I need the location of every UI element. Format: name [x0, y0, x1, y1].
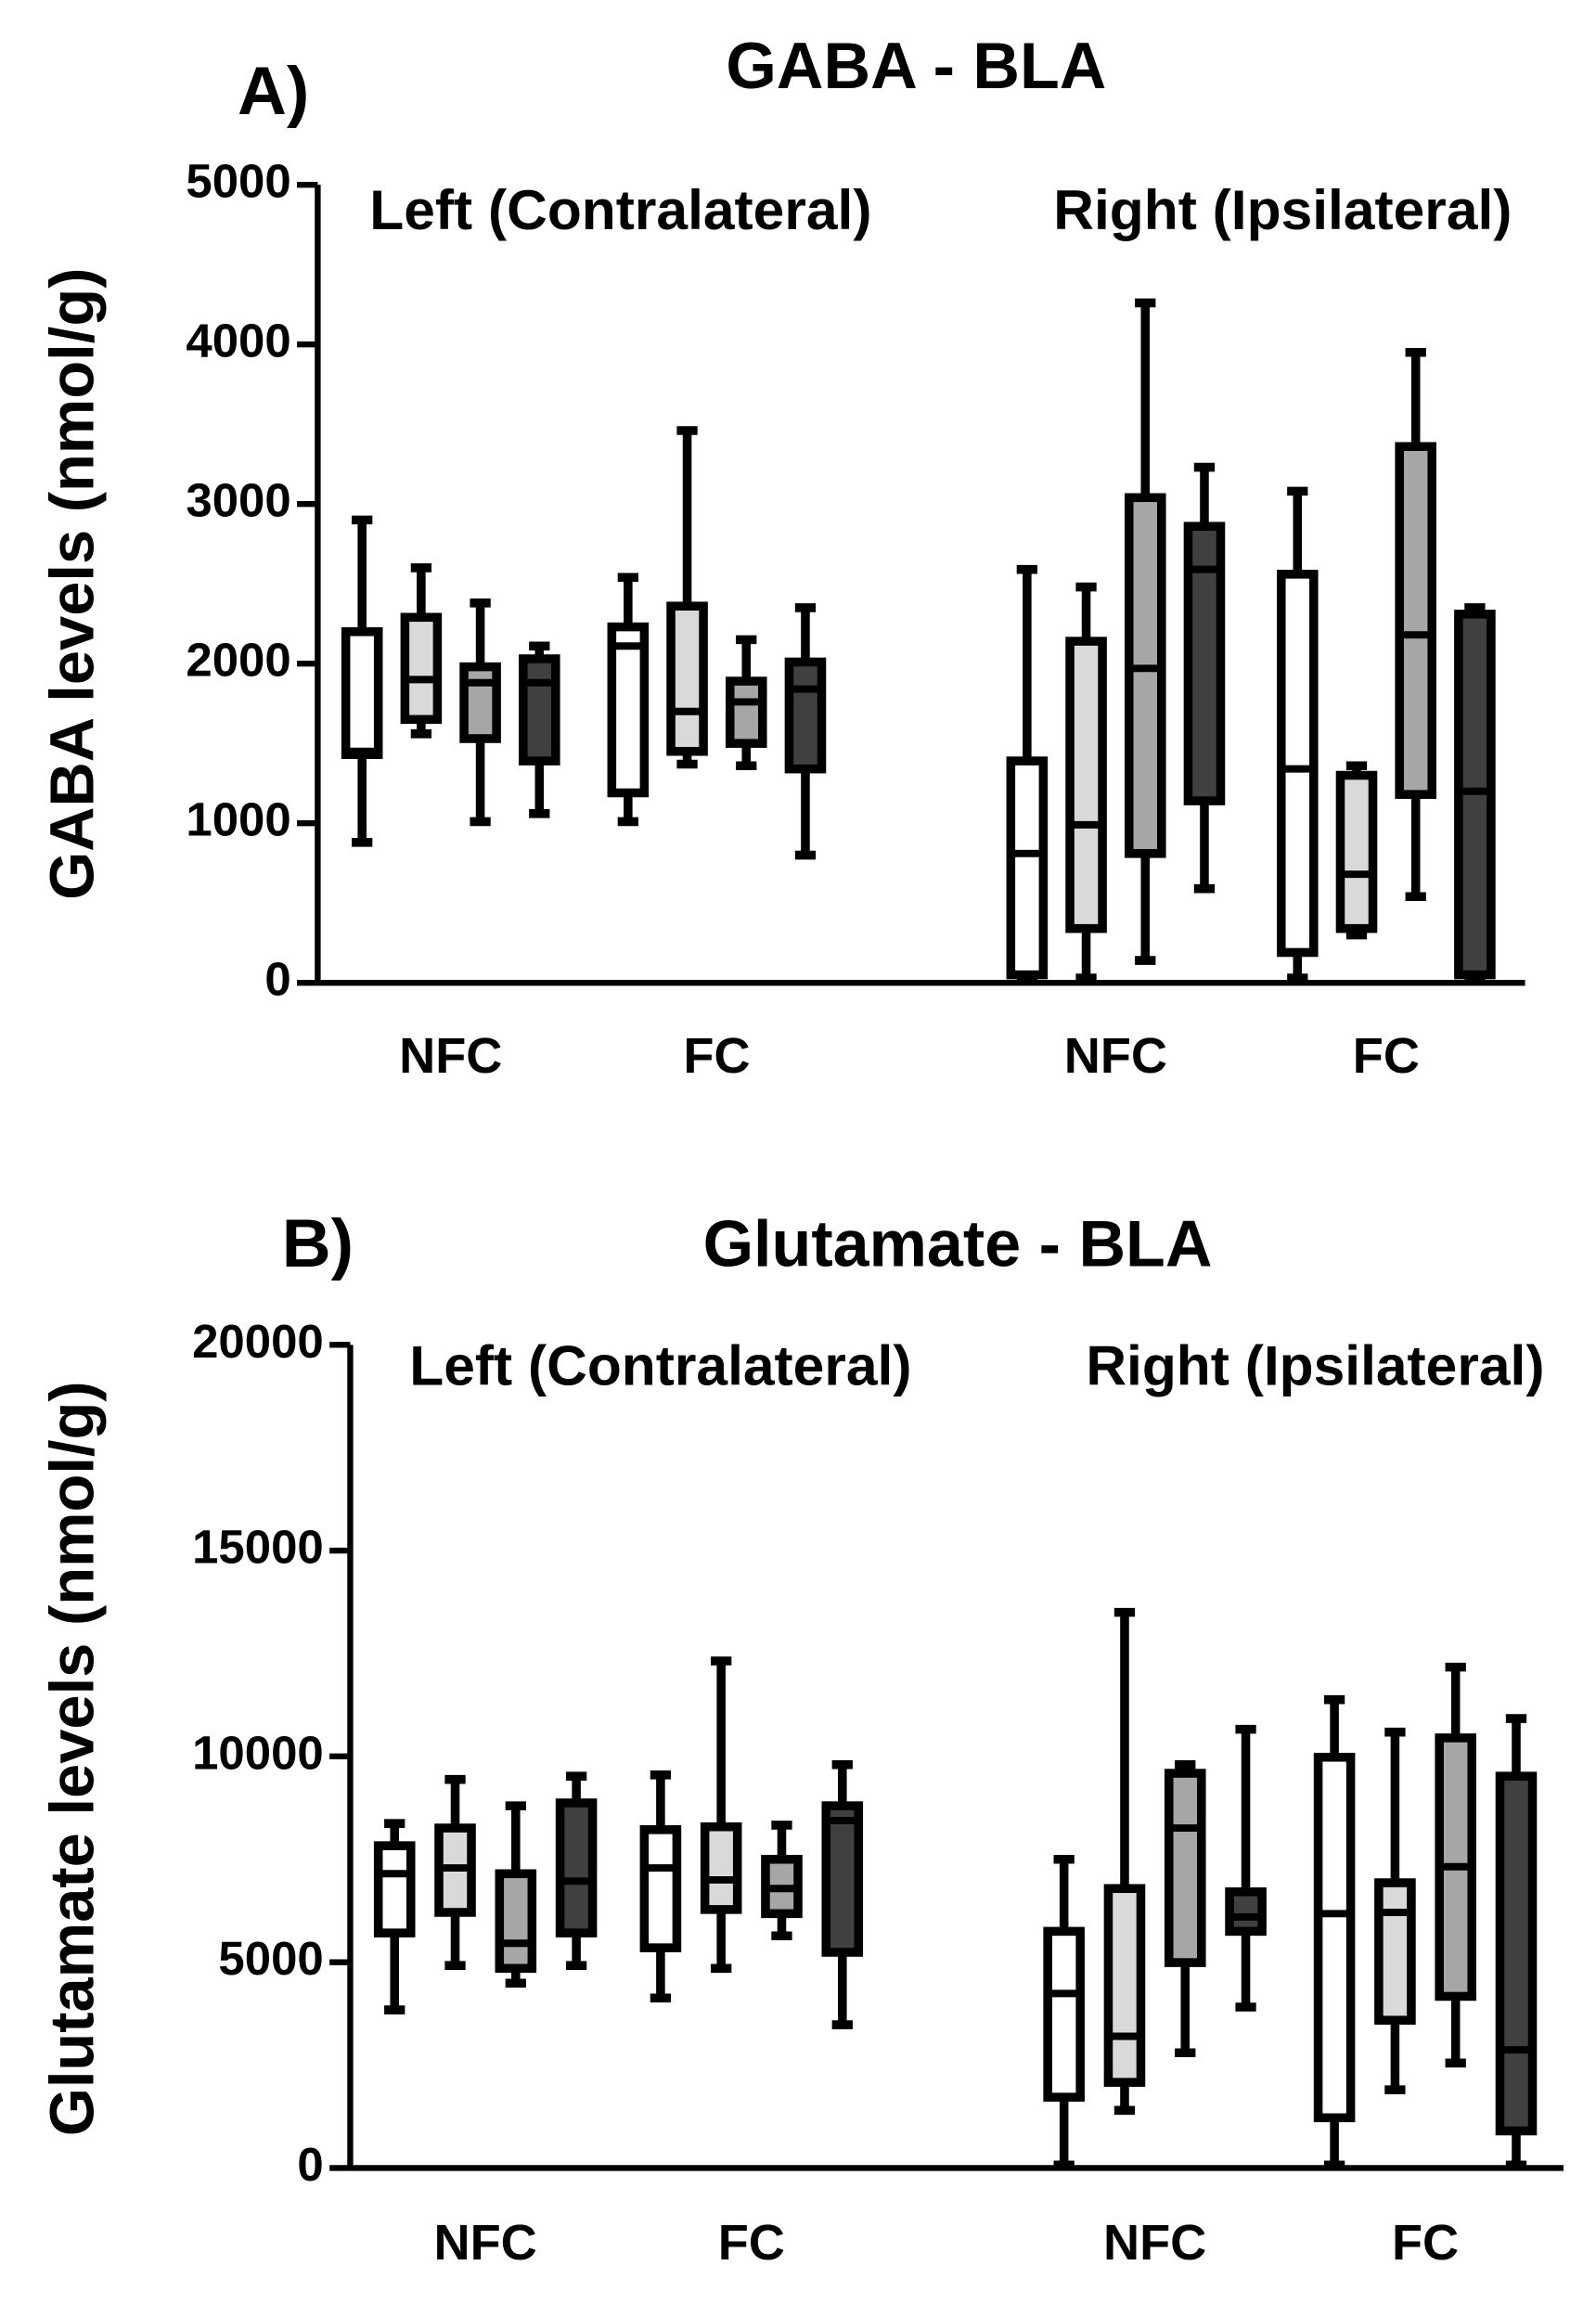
box [519, 654, 560, 766]
y-tick-label: 20000 [192, 1315, 324, 1368]
y-tick-label: 5000 [186, 155, 290, 208]
x-tick-label: FC [718, 2215, 785, 2271]
y-tick-label: 0 [297, 2138, 323, 2191]
box [821, 1801, 864, 1957]
box [1065, 637, 1107, 933]
box [1006, 756, 1049, 980]
y-tick-label: 4000 [186, 315, 290, 367]
box [1495, 1771, 1538, 2136]
y-tick-label: 2000 [186, 634, 290, 687]
y-tick-label: 1000 [186, 793, 290, 846]
box [1395, 442, 1436, 799]
box [1313, 1752, 1356, 2123]
y-tick-label: 15000 [192, 1521, 324, 1574]
x-tick-label: NFC [1064, 1028, 1167, 1084]
x-tick-label: NFC [1103, 2215, 1206, 2271]
section-label: Right (Ipsilateral) [1053, 178, 1512, 241]
x-tick-label: FC [683, 1028, 750, 1084]
box [1103, 1884, 1146, 2087]
box [555, 1798, 598, 1937]
box [1225, 1887, 1267, 1937]
box [1335, 770, 1378, 933]
box [373, 1841, 416, 1937]
x-tick-label: FC [1392, 2215, 1459, 2271]
y-tick-label: 5000 [218, 1932, 323, 1985]
chart-title: Glutamate - BLA [703, 1207, 1213, 1280]
y-tick-label: 3000 [186, 474, 290, 527]
box [666, 601, 708, 756]
box [1124, 493, 1166, 858]
section-label: Right (Ipsilateral) [1086, 1333, 1544, 1397]
box [784, 657, 827, 774]
box [341, 626, 383, 759]
y-tick-label: 0 [264, 953, 290, 1006]
y-axis-label: GABA levels (nmol/g) [37, 268, 107, 900]
box [1164, 1769, 1206, 1967]
box [495, 1869, 537, 1974]
box [400, 612, 443, 725]
box [725, 676, 767, 748]
panel-label: A) [238, 53, 309, 129]
panel-label: B) [282, 1205, 354, 1281]
box [639, 1825, 682, 1952]
box [700, 1821, 742, 1914]
box [459, 662, 501, 743]
x-tick-label: NFC [399, 1028, 502, 1084]
box [1374, 1878, 1416, 2025]
chart-title: GABA - BLA [726, 30, 1106, 102]
section-label: Left (Contralateral) [369, 178, 871, 241]
box [607, 622, 650, 798]
y-tick-label: 10000 [192, 1726, 324, 1779]
section-label: Left (Contralateral) [409, 1333, 911, 1397]
x-tick-label: NFC [434, 2215, 537, 2271]
y-axis-label: Glutamate levels (nmol/g) [37, 1381, 107, 2136]
x-tick-label: FC [1353, 1028, 1420, 1084]
box [1043, 1926, 1085, 2102]
box [1277, 570, 1319, 958]
